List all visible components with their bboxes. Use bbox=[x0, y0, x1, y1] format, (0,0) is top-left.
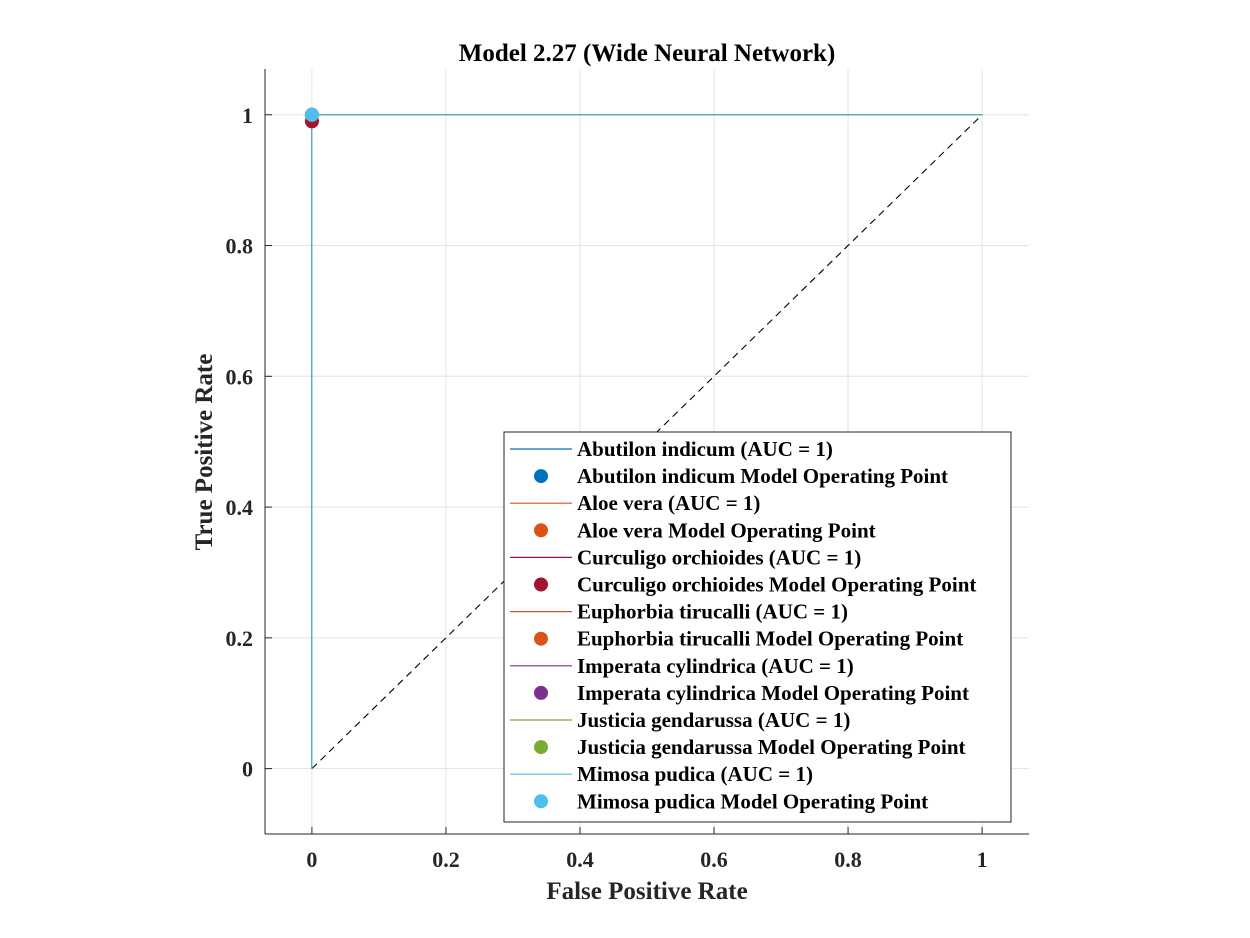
y-tick-label: 1 bbox=[242, 103, 253, 128]
legend-marker-swatch bbox=[534, 523, 548, 538]
legend-marker-swatch bbox=[534, 631, 548, 646]
legend-label: Aloe vera (AUC = 1) bbox=[577, 491, 760, 515]
x-tick-label: 1 bbox=[977, 847, 988, 872]
operating-points bbox=[304, 107, 319, 129]
legend-marker-swatch bbox=[534, 740, 548, 755]
x-tick-label: 0 bbox=[306, 847, 317, 872]
legend-label: Curculigo orchioides (AUC = 1) bbox=[577, 545, 861, 569]
x-tick-label: 0.8 bbox=[834, 847, 862, 872]
legend-label: Aloe vera Model Operating Point bbox=[577, 518, 876, 542]
x-axis-title: False Positive Rate bbox=[546, 878, 747, 905]
legend: Abutilon indicum (AUC = 1) Abutilon indic… bbox=[503, 431, 1012, 823]
legend-box bbox=[503, 431, 1012, 823]
legend-label: Euphorbia tirucalli Model Operating Poin… bbox=[577, 627, 963, 651]
axes bbox=[264, 69, 1029, 835]
legend-label: Imperata cylindrica Model Operating Poin… bbox=[577, 681, 969, 705]
y-tick-label: 0.4 bbox=[226, 495, 254, 520]
legend-marker-swatch bbox=[534, 685, 548, 700]
legend-label: Justicia gendarussa (AUC = 1) bbox=[577, 708, 850, 732]
y-tick-label: 0 bbox=[242, 757, 253, 782]
legend-marker-swatch bbox=[534, 469, 548, 484]
y-axis-title: True Positive Rate bbox=[191, 354, 218, 551]
legend-label: Mimosa pudica Model Operating Point bbox=[577, 789, 928, 813]
legend-label: Euphorbia tirucalli (AUC = 1) bbox=[577, 600, 848, 624]
y-tick-label: 0.2 bbox=[226, 626, 254, 651]
legend-label: Curculigo orchioides Model Operating Poi… bbox=[577, 573, 976, 597]
legend-label: Mimosa pudica (AUC = 1) bbox=[577, 762, 813, 786]
x-tick-label: 0.6 bbox=[700, 847, 728, 872]
legend-label: Justicia gendarussa Model Operating Poin… bbox=[577, 735, 966, 759]
operating-point-marker bbox=[304, 107, 319, 122]
legend-label: Abutilon indicum (AUC = 1) bbox=[577, 437, 833, 461]
tick-labels: 0 0.2 0.4 0.6 0.8 1 0 0.2 0.4 0.6 0.8 1 bbox=[226, 103, 988, 872]
y-tick-label: 0.6 bbox=[226, 364, 254, 389]
x-tick-label: 0.4 bbox=[566, 847, 594, 872]
legend-label: Imperata cylindrica (AUC = 1) bbox=[577, 654, 854, 678]
y-tick-label: 0.8 bbox=[226, 234, 254, 259]
legend-label: Abutilon indicum Model Operating Point bbox=[577, 464, 948, 488]
legend-marker-swatch bbox=[534, 577, 548, 592]
chart-title: Model 2.27 (Wide Neural Network) bbox=[459, 40, 836, 67]
legend-marker-swatch bbox=[534, 794, 548, 809]
x-tick-label: 0.2 bbox=[432, 847, 460, 872]
